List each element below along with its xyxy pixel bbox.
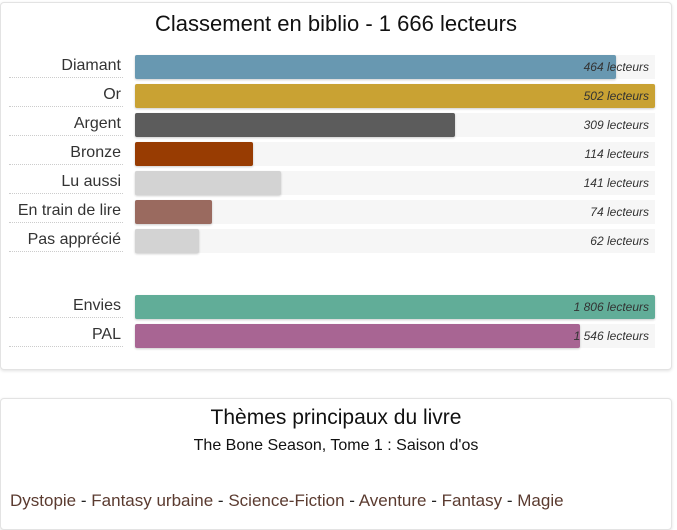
bar	[135, 55, 616, 79]
value-label: 141 lecteurs	[583, 176, 649, 190]
value-label: 1 806 lecteurs	[573, 300, 649, 314]
theme-link[interactable]: Fantasy	[441, 491, 503, 510]
row-label: Pas apprécié	[9, 229, 123, 252]
bar-track	[135, 200, 655, 224]
value-label: 1 546 lecteurs	[573, 329, 649, 343]
theme-list: Dystopie - Fantasy urbaine - Science-Fic…	[10, 491, 564, 511]
row-label: En train de lire	[9, 200, 123, 223]
row-label: Envies	[9, 295, 123, 318]
bar	[135, 200, 212, 224]
row-label: Lu aussi	[9, 171, 123, 194]
row-label: Diamant	[9, 55, 123, 78]
themes-title: Thèmes principaux du livre	[210, 406, 462, 429]
separator: -	[80, 491, 87, 510]
theme-link[interactable]: Science-Fiction	[228, 491, 345, 510]
separator: -	[217, 491, 224, 510]
bar	[135, 142, 254, 166]
separator: -	[349, 491, 355, 510]
value-label: 502 lecteurs	[583, 89, 649, 103]
separator: -	[506, 491, 513, 510]
theme-link[interactable]: Magie	[517, 491, 564, 510]
themes-panel: Thèmes principaux du livre The Bone Seas…	[0, 398, 672, 530]
ranking-panel: Classement en biblio - 1 666 lecteurs Di…	[0, 2, 672, 370]
bar	[135, 113, 456, 137]
row-label: PAL	[9, 324, 123, 347]
bar	[135, 295, 655, 319]
theme-link[interactable]: Aventure	[358, 491, 427, 510]
bar	[135, 324, 581, 348]
value-label: 464 lecteurs	[583, 60, 649, 74]
themes-subtitle: The Bone Season, Tome 1 : Saison d'os	[193, 437, 479, 454]
value-label: 62 lecteurs	[590, 234, 649, 248]
bar	[135, 171, 282, 195]
value-label: 74 lecteurs	[590, 205, 649, 219]
theme-link[interactable]: Dystopie	[10, 491, 77, 510]
bar-track	[135, 229, 655, 253]
row-label: Or	[9, 84, 123, 107]
separator: -	[431, 491, 437, 510]
row-label: Argent	[9, 113, 123, 136]
row-label: Bronze	[9, 142, 123, 165]
value-label: 114 lecteurs	[584, 147, 649, 161]
bar	[135, 229, 200, 253]
value-label: 309 lecteurs	[583, 118, 649, 132]
bar	[135, 84, 655, 108]
theme-link[interactable]: Fantasy urbaine	[91, 491, 214, 510]
ranking-title: Classement en biblio - 1 666 lecteurs	[155, 11, 517, 36]
